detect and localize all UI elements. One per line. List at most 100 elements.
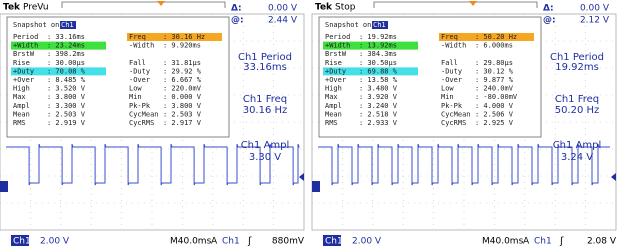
measure-value: : 2.506 V [475,110,514,118]
record-bracket [374,2,537,8]
measure-label: Max [325,93,338,101]
readout-value: 33.16ms [243,62,287,73]
measure-label: Ampl [13,102,30,110]
measure-value: : 69.88 % [359,67,398,75]
status-timebase: M40.0ms [170,237,212,247]
measure-label: High [325,85,342,93]
status-timebase: M40.0ms [482,237,524,247]
measure-label: Low [441,85,454,93]
acq-state: Stop [335,3,356,13]
measure-value: : 0.000 V [163,93,202,101]
at-value: 2.44 V [268,16,298,26]
measure-label: Freq [129,33,146,41]
measure-label: Freq [441,33,458,41]
readout-label: Ch1 Freq [243,94,287,105]
at-value: 2.12 V [580,16,610,26]
measure-label: CycRMS [441,119,466,127]
readout-label: Ch1 Ampl [553,140,602,151]
status-trigger-level: 880mV [272,237,305,247]
measure-value: : 31.81µs [163,59,201,67]
measure-value: : 220.0mV [163,85,202,93]
measure-label: Rise [13,59,30,67]
measure-label: +Width [13,42,38,50]
measure-value: : 29.80µs [475,59,513,67]
status-trigger-mode: A [523,237,530,247]
measure-value: : 33.16ms [47,33,85,41]
measure-value: : 3.800 V [163,102,202,110]
trigger-marker [157,1,165,6]
measure-label: +Over [325,76,346,84]
measure-label: Rise [325,59,342,67]
snapshot-channel: Ch1 [61,21,74,29]
measure-value: : 3.920 V [359,93,398,101]
measure-value: : 2.917 V [163,119,202,127]
snapshot-channel: Ch1 [373,21,386,29]
measure-value: : 30.50µs [359,59,397,67]
status-scale: 2.00 V [352,237,382,247]
status-trigger-level: 2.08 V [587,237,617,247]
measure-label: Min [441,93,454,101]
status-scale: 2.00 V [40,237,70,247]
measure-value: : 6.000ms [475,42,513,50]
measure-label: Min [129,93,142,101]
readout-value: 30.16 Hz [243,105,288,116]
measure-value: : 4.000 V [475,102,514,110]
status-trigger-mode: A [211,237,218,247]
measure-label: RMS [325,119,338,127]
measure-value: : 3.800 V [47,93,86,101]
measure-label: Max [13,93,26,101]
snapshot-title: Snapshot on [13,21,59,29]
readout-value: 19.92ms [555,62,599,73]
measure-value: : 19.92ms [359,33,397,41]
measure-label: CycMean [441,110,471,118]
at-label: @: [231,16,244,26]
measure-value: : -80.00mV [475,93,518,101]
measure-label: -Duty [441,67,462,75]
measure-label: BrstW [325,50,347,58]
measure-label: -Duty [129,67,150,75]
status-slope: ʃ [559,236,564,247]
readout-value: 3.30 V [249,152,281,163]
measure-value: : 3.480 V [359,85,398,93]
measure-label: +Duty [13,67,34,75]
acq-state: PreVu [23,3,49,13]
measure-label: CycMean [129,110,159,118]
scope-screenshots: TekPreVuΔ:0.00 V@:2.44 VSnapshot onCh1Pe… [0,0,618,251]
measure-value: : 30.16 Hz [163,33,205,41]
measure-value: : 384.3ms [359,50,397,58]
status-channel: Ch1 [13,237,31,247]
measure-label: -Over [129,76,150,84]
measure-label: Low [129,85,142,93]
measure-value: : 2.518 V [359,110,398,118]
measure-label: Period [325,33,350,41]
measure-value: : 23.24ms [47,42,85,50]
measure-value: : 2.503 V [47,110,86,118]
measure-label: +Width [325,42,350,50]
measure-label: CycRMS [129,119,154,127]
delta-value: 0.00 V [580,4,610,14]
readout-label: Ch1 Ampl [241,140,290,151]
measure-label: Fall [129,59,146,67]
measure-label: -Width [441,42,466,50]
measure-value: : 29.92 % [163,67,202,75]
measure-value: : 50.20 Hz [475,33,517,41]
brand: Tek [3,3,21,13]
readout-value: 3.24 V [561,152,593,163]
measure-value: : 6.667 % [163,76,202,84]
measure-label: High [13,85,30,93]
measure-value: : 2.919 V [47,119,86,127]
measure-label: Mean [325,110,342,118]
measure-label: Period [13,33,38,41]
measure-value: : 3.240 V [359,102,398,110]
status-slope: ʃ [247,236,252,247]
ground-marker [312,181,320,192]
measure-label: Fall [441,59,458,67]
measure-value: : 240.0mV [475,85,514,93]
measure-value: : 9.877 % [475,76,514,84]
measure-value: : 30.12 % [475,67,514,75]
readout-label: Ch1 Freq [555,94,599,105]
measure-label: Pk-Pk [129,102,151,110]
brand: Tek [315,3,333,13]
